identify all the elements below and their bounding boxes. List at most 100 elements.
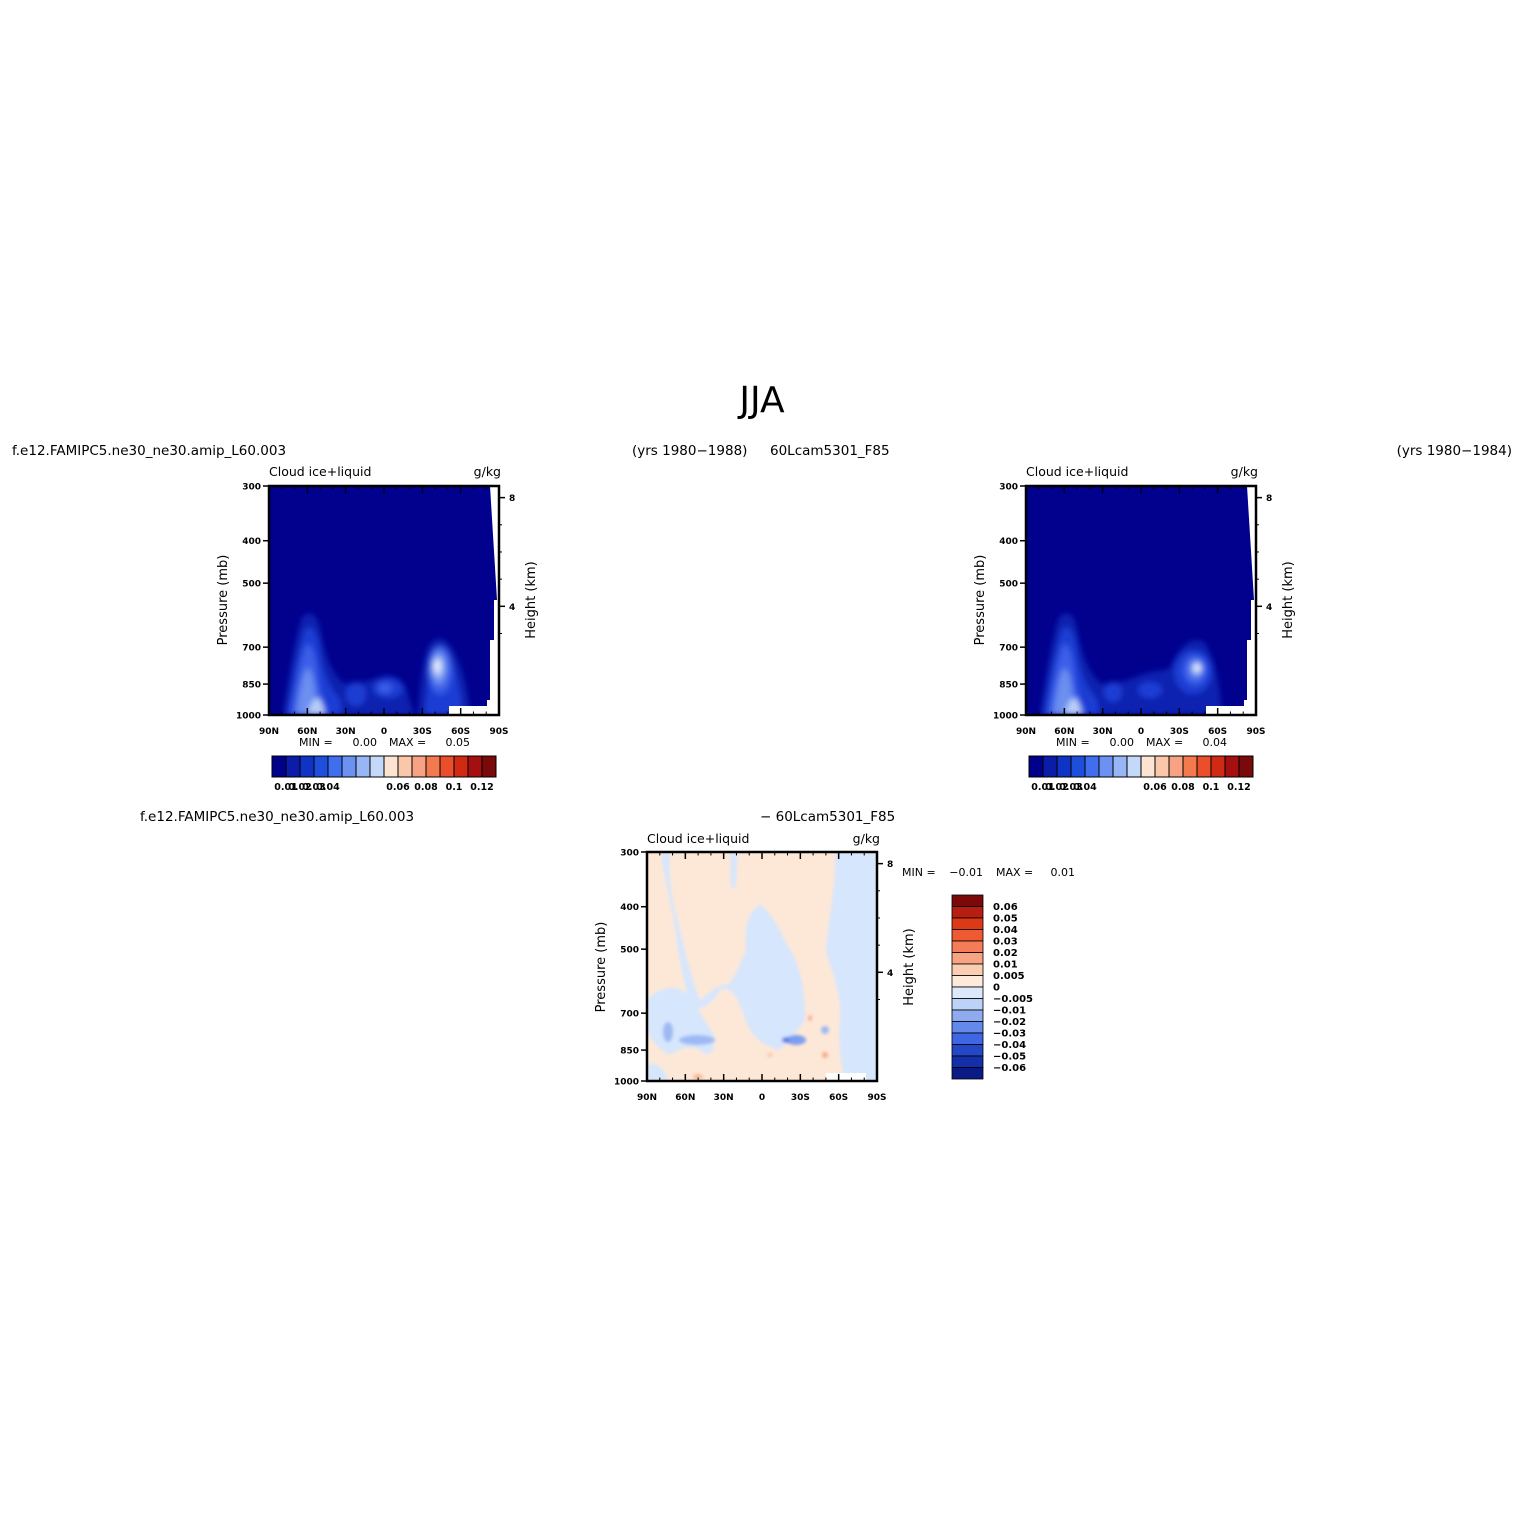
contour-field [647, 852, 877, 1081]
min-label: MIN = [902, 866, 936, 879]
x-tick-label: 60N [297, 727, 317, 737]
colorbar-box [285, 755, 301, 778]
colorbar-label: 0.12 [470, 782, 493, 793]
y-tick-label: 400 [242, 537, 261, 547]
colorbar-box [1042, 755, 1058, 778]
colorbar: 0.010.020.030.04 0.06 0.08 0.1 0.12 [1028, 755, 1254, 793]
colorbar-box [327, 755, 343, 778]
colorbar-label: 0.04 [1073, 782, 1097, 793]
right-tick-label: 4 [1266, 603, 1272, 613]
page-title: JJA [737, 380, 785, 421]
x-tick-label: 90S [867, 1093, 886, 1103]
x-tick-label: 0 [381, 727, 387, 737]
colorbar-box [1084, 755, 1100, 778]
colorbar-box [951, 1021, 984, 1034]
x-tick-label: 60S [1208, 727, 1227, 737]
colorbar-box [951, 1009, 984, 1022]
x-tick-label: 90S [489, 727, 508, 737]
x-tick-label: 90S [1246, 727, 1265, 737]
colorbar-label: 0.05 [993, 914, 1018, 925]
x-tick-label: 60N [675, 1093, 695, 1103]
x-tick-label: 0 [1138, 727, 1144, 737]
colorbar-label: 0.12 [1227, 782, 1250, 793]
y-axis-label-right: Height (km) [902, 928, 917, 1005]
colorbar-label: 0.1 [1203, 782, 1220, 793]
colorbar-box [397, 755, 413, 778]
colorbar-label: 0.02 [288, 782, 311, 793]
panel-title: Cloud ice+liquid [647, 831, 749, 846]
colorbar-label: 0.04 [993, 925, 1018, 936]
min-value: 0.00 [1110, 736, 1135, 749]
colorbar-label: 0.01 [274, 782, 297, 793]
colorbar-box [951, 917, 984, 930]
colorbar-box [1098, 755, 1114, 778]
colorbar-label: 0.01 [993, 960, 1018, 971]
colorbar-box [1224, 755, 1240, 778]
y-axis-label-right: Height (km) [1281, 561, 1296, 638]
x-tick-label: 30N [336, 727, 356, 737]
panel-case2: Cloud ice+liquid g/kg 90N 60N 30N 0 30S 60S 90… [973, 464, 1296, 793]
colorbar-label: 0.02 [1045, 782, 1068, 793]
panel-difference: Cloud ice+liquid g/kg [594, 831, 1075, 1103]
colorbar-box [1154, 755, 1170, 778]
panel-units: g/kg [1231, 464, 1258, 479]
min-value: −0.01 [949, 866, 983, 879]
colorbar-box [411, 755, 427, 778]
x-tick-label: 90N [259, 727, 279, 737]
y-tick-label: 850 [242, 681, 261, 691]
y-tick-label: 300 [620, 849, 639, 859]
diff-case2-name: − 60Lcam5301_F85 [760, 809, 895, 825]
x-tick-label: 0 [759, 1093, 765, 1103]
y-tick-label: 500 [242, 580, 261, 590]
panel-units: g/kg [474, 464, 501, 479]
colorbar-box [481, 755, 497, 778]
colorbar-box [951, 952, 984, 965]
colorbar-box [951, 940, 984, 953]
right-tick-label: 8 [887, 860, 893, 870]
colorbar-box [1028, 755, 1044, 778]
y-tick-label: 500 [620, 946, 639, 956]
min-value: 0.00 [353, 736, 378, 749]
right-tick-label: 8 [509, 494, 515, 504]
max-label: MAX = [1146, 736, 1183, 749]
y-tick-label: 700 [242, 644, 261, 654]
colorbar-box [1182, 755, 1198, 778]
colorbar-label: 0.03 [993, 937, 1018, 948]
colorbar-box [271, 755, 287, 778]
panel-title: Cloud ice+liquid [269, 464, 371, 479]
colorbar-box [467, 755, 483, 778]
x-tick-label: 90N [1016, 727, 1036, 737]
y-tick-label: 500 [999, 580, 1018, 590]
colorbar-box [1168, 755, 1184, 778]
colorbar-box [951, 998, 984, 1011]
colorbar-label: 0.06 [993, 902, 1018, 913]
colorbar-label: −0.04 [993, 1040, 1026, 1051]
y-tick-label: 300 [999, 483, 1018, 493]
x-tick-label: 30N [714, 1093, 734, 1103]
colorbar-box [951, 963, 984, 976]
colorbar-label: 0.005 [993, 971, 1025, 982]
y-tick-label: 400 [999, 537, 1018, 547]
x-tick-label: 60S [451, 727, 470, 737]
y-tick-label: 700 [999, 644, 1018, 654]
colorbar-box [453, 755, 469, 778]
colorbar-box [1070, 755, 1086, 778]
colorbar-box [425, 755, 441, 778]
y-axis-label: Pressure (mb) [973, 555, 988, 646]
panel-title: Cloud ice+liquid [1026, 464, 1128, 479]
colorbar-box [383, 755, 399, 778]
y-tick-label: 850 [620, 1047, 639, 1057]
x-tick-label: 30S [791, 1093, 810, 1103]
colorbar-box [439, 755, 455, 778]
panel-units: g/kg [853, 831, 880, 846]
y-axis-label-right: Height (km) [524, 561, 539, 638]
y-axis-label: Pressure (mb) [594, 922, 609, 1013]
colorbar-label: 0.06 [1143, 782, 1167, 793]
colorbar-box [951, 929, 984, 942]
panel-case1: Cloud ice+liquid g/kg [216, 464, 539, 793]
colorbar-box [951, 986, 984, 999]
case2-years: (yrs 1980−1984) [1397, 443, 1512, 459]
right-tick-label: 4 [887, 969, 893, 979]
colorbar-box [1140, 755, 1156, 778]
colorbar-box [951, 975, 984, 988]
